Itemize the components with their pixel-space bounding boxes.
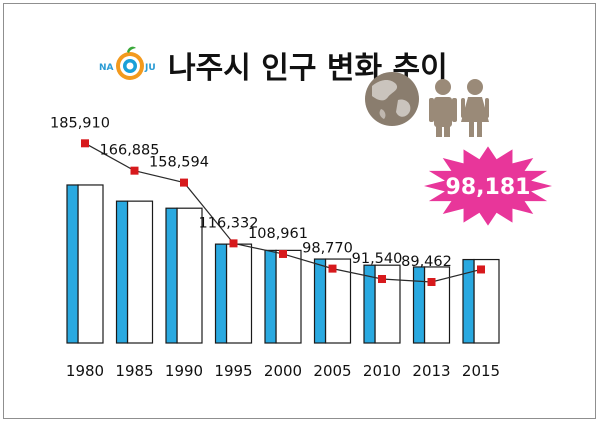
year-label-2013: 2013	[412, 362, 450, 380]
year-label-2005: 2005	[313, 362, 351, 380]
value-label-2010: 91,540	[352, 251, 403, 267]
marker-2000	[279, 249, 287, 258]
highlight-burst	[424, 146, 552, 226]
value-label-1995: 116,332	[199, 215, 259, 231]
logo-left-text: NA	[99, 63, 114, 73]
bars-layer	[66, 184, 500, 344]
bar-body	[176, 207, 203, 344]
marker-2010	[378, 275, 386, 284]
marker-2013	[427, 278, 436, 286]
bar-accent	[66, 184, 79, 344]
bar-2005	[313, 258, 352, 344]
bar-accent	[313, 258, 327, 344]
year-label-2000: 2000	[264, 362, 302, 380]
marker-2015	[477, 265, 485, 274]
bar-1995	[214, 243, 253, 344]
marker-1980	[81, 139, 89, 148]
bar-accent	[412, 266, 426, 344]
year-label-1985: 1985	[115, 362, 153, 380]
woman-icon	[461, 79, 489, 137]
bar-accent	[363, 264, 376, 344]
year-label-2010: 2010	[363, 362, 401, 380]
marker-1985	[130, 166, 139, 175]
bar-body	[126, 200, 154, 344]
bar-body	[324, 258, 352, 344]
value-label-1985: 166,885	[100, 143, 160, 159]
year-label-2015: 2015	[462, 362, 500, 380]
globe-icon	[365, 72, 419, 126]
year-label-1980: 1980	[66, 362, 104, 380]
bar-body	[275, 249, 302, 344]
bar-1980	[66, 184, 104, 344]
value-label-2013: 89,462	[401, 254, 452, 270]
bar-accent	[165, 207, 178, 344]
year-label-1995: 1995	[214, 362, 252, 380]
years-layer: 1980 1985 1990 1995 2000 2005 2010 2013 2015	[66, 362, 500, 380]
year-label-1990: 1990	[165, 362, 203, 380]
value-label-1990: 158,594	[149, 155, 209, 171]
bar-body	[77, 184, 104, 344]
bar-body	[225, 243, 253, 344]
bar-accent	[264, 249, 277, 344]
marker-2005	[328, 264, 337, 273]
marker-1990	[180, 178, 188, 187]
logo-right-text: JU	[144, 63, 156, 73]
value-label-2005: 98,770	[302, 241, 353, 257]
bar-accent	[214, 243, 228, 344]
value-label-2000: 108,961	[248, 226, 308, 242]
marker-1995	[229, 239, 238, 248]
highlight-value-label: 98,181	[446, 175, 531, 200]
bar-1990	[165, 207, 203, 344]
value-label-1980: 185,910	[50, 115, 110, 131]
burst-layer: 98,181	[424, 146, 552, 226]
man-icon	[429, 79, 457, 137]
bar-accent	[462, 258, 475, 344]
bar-accent	[115, 200, 129, 344]
bar-2000	[264, 249, 302, 344]
najulogo-icon: NA JU	[99, 46, 156, 80]
line-layer	[81, 139, 485, 286]
bar-1985	[115, 200, 154, 344]
